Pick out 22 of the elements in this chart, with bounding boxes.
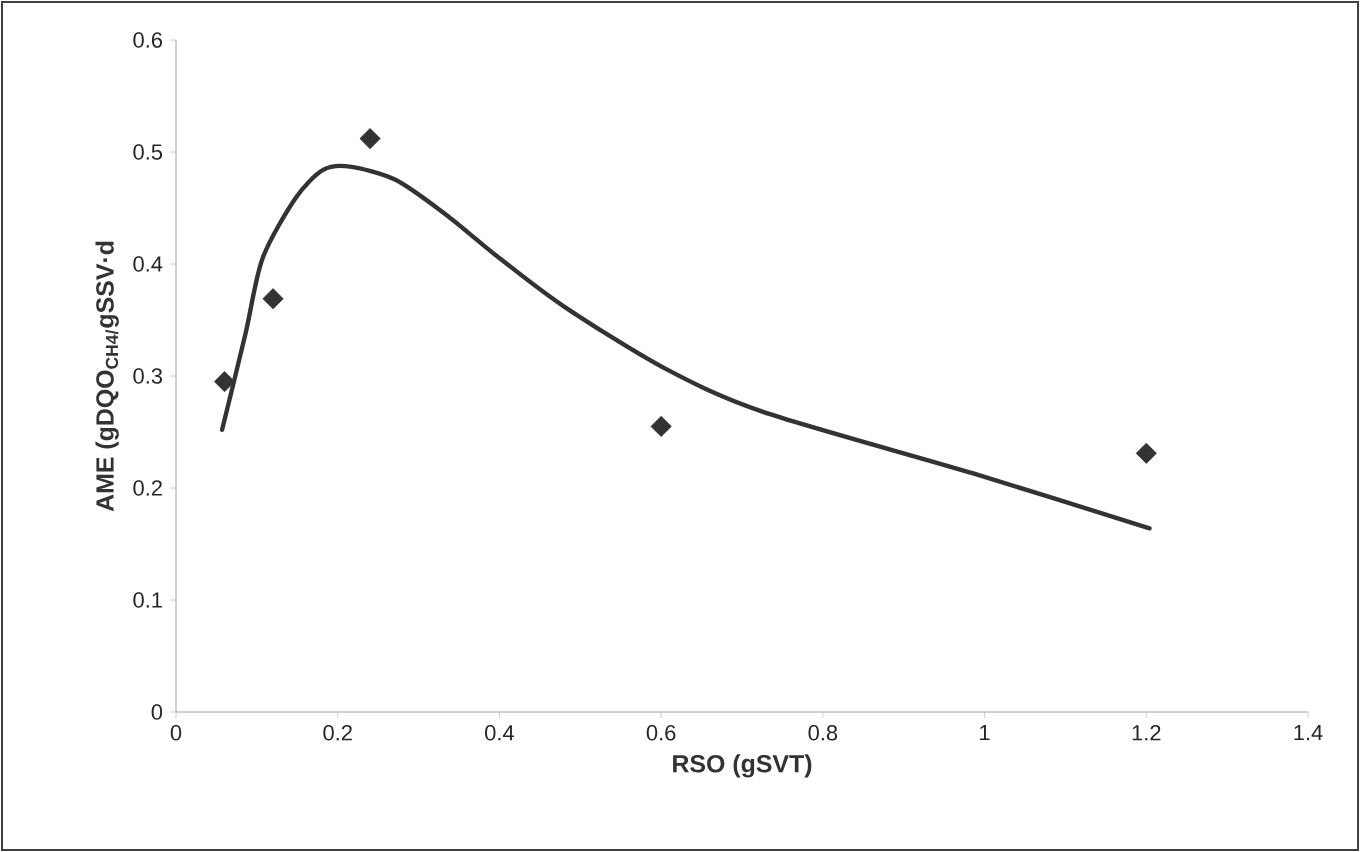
x-tick-label: 0.8 bbox=[808, 725, 838, 741]
x-tick-label: 0.2 bbox=[323, 725, 352, 741]
x-axis-title: RSO (gSVT) bbox=[673, 754, 812, 778]
y-tick-label: 0.4 bbox=[133, 256, 163, 272]
y-axis-title: AME (gDQO$_{CH4/}$gSSV·d bbox=[95, 241, 119, 512]
x-tick-label: 0.4 bbox=[485, 725, 515, 741]
y-tick-label: 0.3 bbox=[133, 368, 163, 384]
x-tick-label: 0.6 bbox=[646, 725, 676, 741]
point bbox=[650, 415, 672, 437]
point bbox=[213, 371, 236, 393]
x-tick-label: 1.2 bbox=[1132, 725, 1161, 741]
x-tick-label: 1 bbox=[980, 725, 990, 741]
y-tick-label: 0.2 bbox=[133, 480, 162, 496]
y-tick-label: 0.6 bbox=[133, 32, 163, 48]
x-tick-label: 0 bbox=[170, 725, 182, 741]
x-tick-label: 1.4 bbox=[1294, 725, 1323, 741]
point bbox=[359, 128, 381, 150]
y-tick-label: 0.1 bbox=[133, 592, 162, 608]
point bbox=[262, 288, 284, 310]
point bbox=[1135, 442, 1157, 464]
y-tick-label: 0 bbox=[151, 704, 163, 720]
y-tick-label: 0.5 bbox=[133, 144, 163, 160]
